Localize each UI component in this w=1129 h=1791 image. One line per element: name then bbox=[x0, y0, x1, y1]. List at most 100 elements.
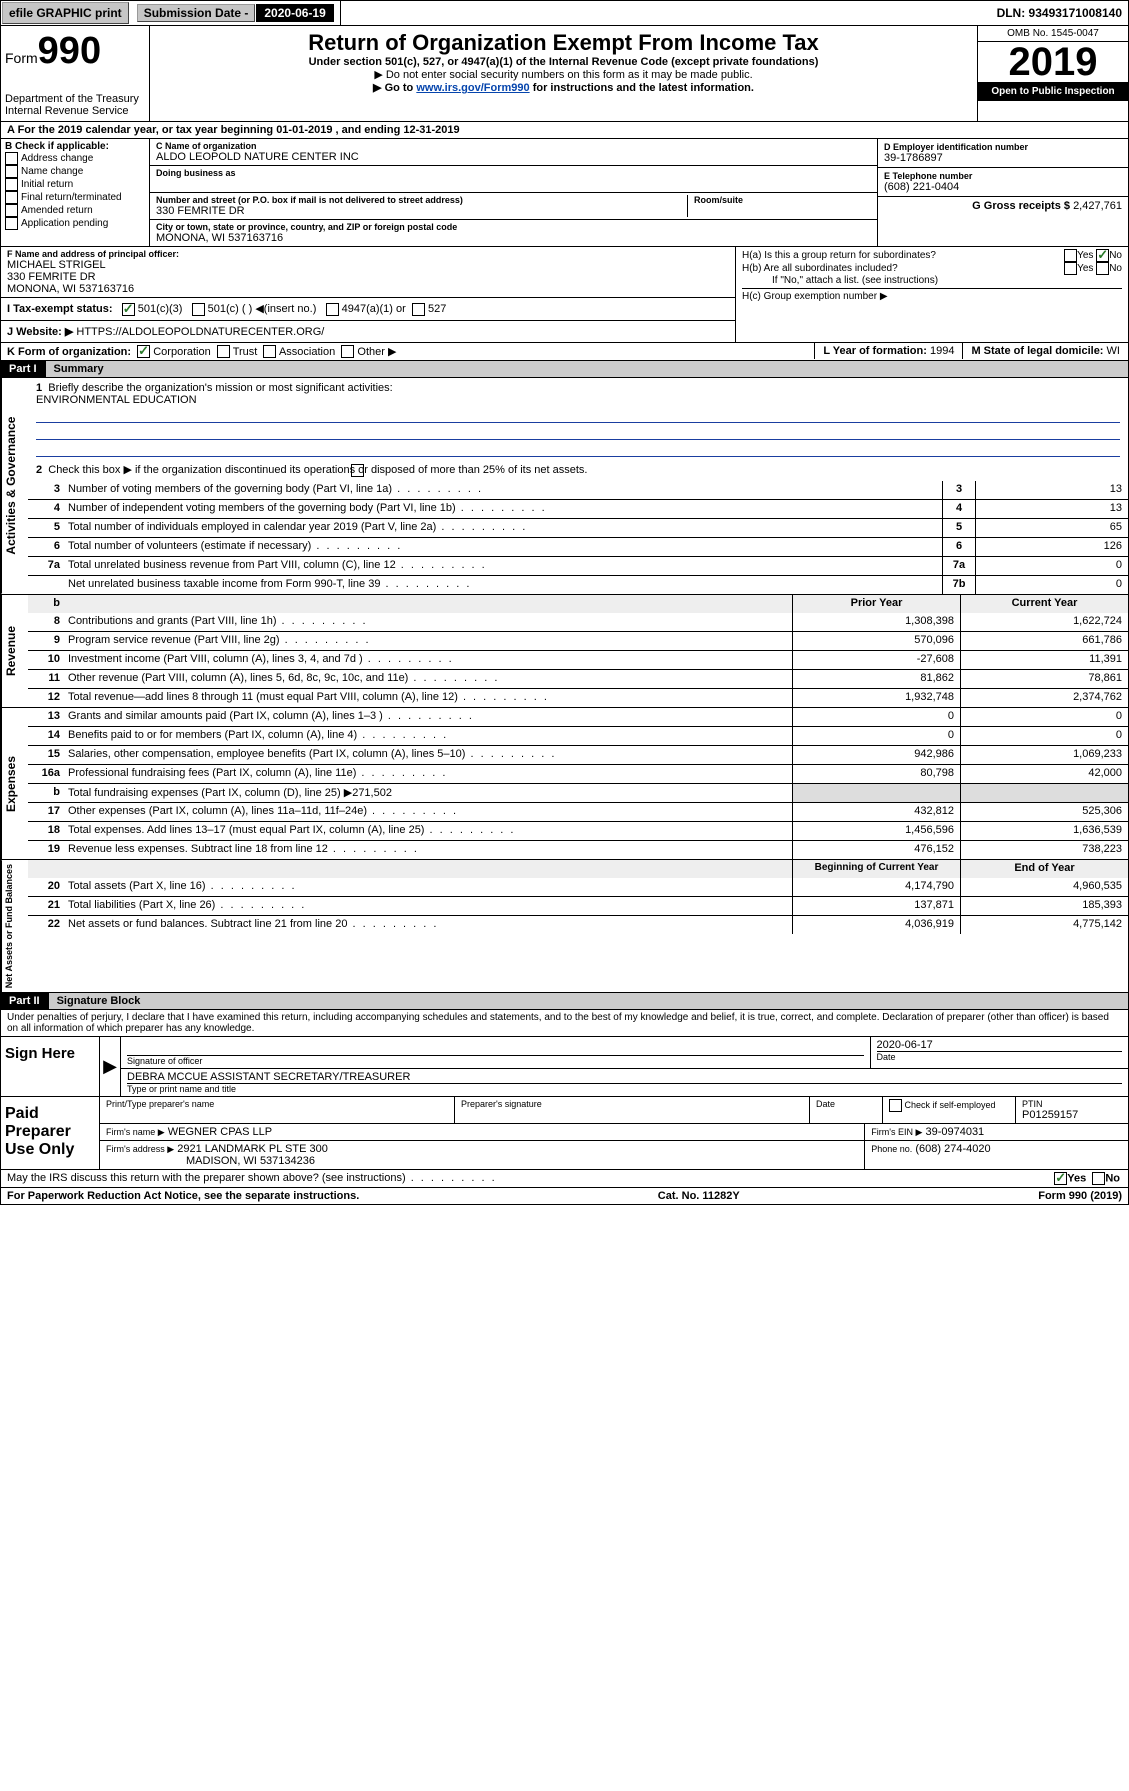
row-num: 6 bbox=[28, 538, 64, 556]
street-address: 330 FEMRITE DR bbox=[156, 205, 687, 217]
hb-no[interactable] bbox=[1096, 262, 1109, 275]
title-cell: Return of Organization Exempt From Incom… bbox=[150, 26, 977, 121]
chk-name[interactable] bbox=[5, 165, 18, 178]
row-box: 3 bbox=[942, 481, 975, 499]
chk-address[interactable] bbox=[5, 152, 18, 165]
chk-trust[interactable] bbox=[217, 345, 230, 358]
discuss-no[interactable] bbox=[1092, 1172, 1105, 1185]
hb-no-lbl: No bbox=[1109, 263, 1122, 274]
boxk-label: K Form of organization: bbox=[7, 346, 131, 358]
lbl-initial: Initial return bbox=[21, 179, 73, 190]
ha-label: H(a) Is this a group return for subordin… bbox=[742, 250, 1064, 261]
chk-corp[interactable] bbox=[137, 345, 150, 358]
chk-pending[interactable] bbox=[5, 217, 18, 230]
row-cy: 738,223 bbox=[960, 841, 1128, 859]
lbl-final: Final return/terminated bbox=[21, 192, 122, 203]
chk-527[interactable] bbox=[412, 303, 425, 316]
opt-4947: 4947(a)(1) or bbox=[342, 303, 406, 315]
box-b: B Check if applicable: Address change Na… bbox=[1, 139, 150, 246]
row-cy: 2,374,762 bbox=[960, 689, 1128, 707]
efile-button[interactable]: efile GRAPHIC print bbox=[2, 2, 129, 24]
row-num: 18 bbox=[28, 822, 64, 840]
exp-sidelabel: Expenses bbox=[1, 708, 28, 859]
gov-row: 3 Number of voting members of the govern… bbox=[28, 481, 1128, 499]
row-cy: 78,861 bbox=[960, 670, 1128, 688]
row-num: 21 bbox=[28, 897, 64, 915]
chk-assoc[interactable] bbox=[263, 345, 276, 358]
firm-name: WEGNER CPAS LLP bbox=[168, 1126, 272, 1138]
self-emp-check[interactable] bbox=[889, 1099, 902, 1112]
row-num: 22 bbox=[28, 916, 64, 934]
sig-officer-label: Signature of officer bbox=[127, 1056, 864, 1066]
hb-note: If "No," attach a list. (see instruction… bbox=[742, 275, 1122, 286]
row-val: 126 bbox=[975, 538, 1128, 556]
row-num: 11 bbox=[28, 670, 64, 688]
discuss-yes[interactable] bbox=[1054, 1172, 1067, 1185]
row-desc: Number of voting members of the governin… bbox=[64, 481, 942, 499]
row-desc: Other revenue (Part VIII, column (A), li… bbox=[64, 670, 792, 688]
officer-addr1: 330 FEMRITE DR bbox=[7, 271, 729, 283]
chk-4947[interactable] bbox=[326, 303, 339, 316]
firm-ein-label: Firm's EIN ▶ bbox=[871, 1127, 922, 1137]
lbl-address: Address change bbox=[21, 153, 93, 164]
ein-label: D Employer identification number bbox=[884, 142, 1028, 152]
irs-link[interactable]: www.irs.gov/Form990 bbox=[416, 82, 529, 94]
prep-date-label: Date bbox=[816, 1099, 876, 1109]
row-cy: 1,636,539 bbox=[960, 822, 1128, 840]
fhij-block: F Name and address of principal officer:… bbox=[0, 247, 1129, 343]
tax-status-label: I Tax-exempt status: bbox=[7, 303, 113, 315]
chk-501c3[interactable] bbox=[122, 303, 135, 316]
officer-typed-name: DEBRA MCCUE ASSISTANT SECRETARY/TREASURE… bbox=[127, 1071, 1122, 1084]
data-row: 11 Other revenue (Part VIII, column (A),… bbox=[28, 669, 1128, 688]
sign-section: Sign Here ▶ Signature of officer 2020-06… bbox=[0, 1037, 1129, 1097]
revenue-section: Revenue b Prior Year Current Year 8 Cont… bbox=[0, 595, 1129, 708]
identity-block: B Check if applicable: Address change Na… bbox=[0, 139, 1129, 247]
data-row: 9 Program service revenue (Part VIII, li… bbox=[28, 631, 1128, 650]
row-cy: 42,000 bbox=[960, 765, 1128, 783]
ptin-label: PTIN bbox=[1022, 1099, 1122, 1109]
row-desc: Number of independent voting members of … bbox=[64, 500, 942, 518]
chk-final[interactable] bbox=[5, 191, 18, 204]
footer-left: For Paperwork Reduction Act Notice, see … bbox=[7, 1190, 359, 1202]
row-desc: Revenue less expenses. Subtract line 18 … bbox=[64, 841, 792, 859]
row-py bbox=[792, 784, 960, 802]
row-py: 1,456,596 bbox=[792, 822, 960, 840]
firm-addr-label: Firm's address ▶ bbox=[106, 1144, 174, 1154]
q2-check[interactable] bbox=[351, 464, 364, 477]
ein-value: 39-1786897 bbox=[884, 152, 1122, 164]
dln: DLN: 93493171008140 bbox=[991, 1, 1128, 25]
ha-yes-lbl: Yes bbox=[1077, 250, 1093, 261]
part2-header: Part II bbox=[1, 993, 48, 1009]
arrow-icon: ▶ bbox=[100, 1037, 121, 1096]
row-num: 7a bbox=[28, 557, 64, 575]
lbl-pending: Application pending bbox=[21, 218, 108, 229]
row-box: 5 bbox=[942, 519, 975, 537]
row-py: 137,871 bbox=[792, 897, 960, 915]
officer-label: F Name and address of principal officer: bbox=[7, 249, 179, 259]
row-val: 0 bbox=[975, 557, 1128, 575]
perjury-text: Under penalties of perjury, I declare th… bbox=[0, 1010, 1129, 1037]
row-box: 7a bbox=[942, 557, 975, 575]
ha-yes[interactable] bbox=[1064, 249, 1077, 262]
row-py: 81,862 bbox=[792, 670, 960, 688]
lbl-name: Name change bbox=[21, 166, 83, 177]
expenses-section: Expenses 13 Grants and similar amounts p… bbox=[0, 708, 1129, 860]
opt-501c3: 501(c)(3) bbox=[138, 303, 183, 315]
chk-initial[interactable] bbox=[5, 178, 18, 191]
ha-no-lbl: No bbox=[1109, 250, 1122, 261]
hb-yes[interactable] bbox=[1064, 262, 1077, 275]
paid-side: Paid Preparer Use Only bbox=[1, 1097, 100, 1169]
row-val: 0 bbox=[975, 576, 1128, 594]
ha-no[interactable] bbox=[1096, 249, 1109, 262]
chk-501c[interactable] bbox=[192, 303, 205, 316]
chk-other[interactable] bbox=[341, 345, 354, 358]
part2-title: Signature Block bbox=[48, 993, 1128, 1009]
row-cy: 525,306 bbox=[960, 803, 1128, 821]
opt-assoc: Association bbox=[279, 346, 335, 358]
row-desc: Grants and similar amounts paid (Part IX… bbox=[64, 708, 792, 726]
row-cy: 11,391 bbox=[960, 651, 1128, 669]
footer-mid: Cat. No. 11282Y bbox=[658, 1190, 740, 1202]
sign-side: Sign Here bbox=[1, 1037, 100, 1096]
chk-amended[interactable] bbox=[5, 204, 18, 217]
box-c: C Name of organization ALDO LEOPOLD NATU… bbox=[150, 139, 877, 246]
